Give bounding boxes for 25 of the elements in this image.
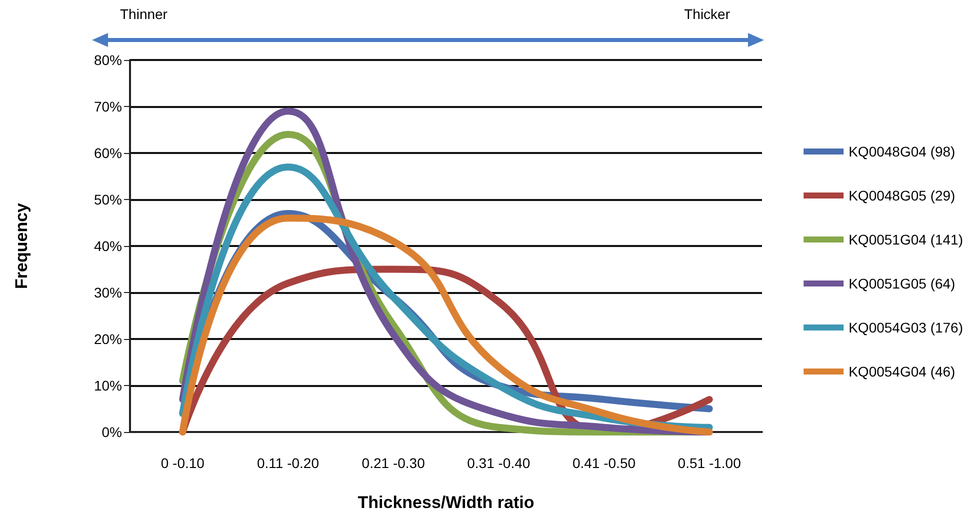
x-tick-label: 0.51 -1.00 xyxy=(678,455,742,471)
legend-label: KQ0054G04 (46) xyxy=(848,364,956,380)
x-tick-label: 0.21 -0.30 xyxy=(362,455,426,471)
y-tick-label: 20% xyxy=(94,331,122,347)
y-tick-label: 10% xyxy=(94,378,122,394)
legend-label: KQ0048G04 (98) xyxy=(848,144,956,160)
legend-label: KQ0048G05 (29) xyxy=(848,188,956,204)
y-tick-label: 40% xyxy=(94,238,122,254)
x-tick-label: 0.11 -0.20 xyxy=(256,455,320,471)
y-tick-label: 50% xyxy=(94,192,122,208)
y-tick-label: 0% xyxy=(102,424,122,440)
legend-label: KQ0054G03 (176) xyxy=(848,320,963,336)
y-tick-label: 30% xyxy=(94,284,122,300)
legend-label: KQ0051G05 (64) xyxy=(848,276,956,292)
x-tick-label: 0.31 -0.40 xyxy=(467,455,530,471)
y-axis-title: Frequency xyxy=(12,202,31,289)
legend-label: KQ0051G04 (141) xyxy=(848,232,963,248)
x-tick-label: 0 -0.10 xyxy=(160,455,205,471)
x-tick-label: 0.41 -0.50 xyxy=(572,455,636,471)
x-axis-title: Thickness/Width ratio xyxy=(358,493,534,512)
y-tick-label: 70% xyxy=(94,98,122,114)
text: Thicker xyxy=(684,6,730,22)
y-tick-label: 60% xyxy=(94,145,122,161)
y-tick-label: 80% xyxy=(94,52,122,68)
text: Thinner xyxy=(120,6,168,22)
